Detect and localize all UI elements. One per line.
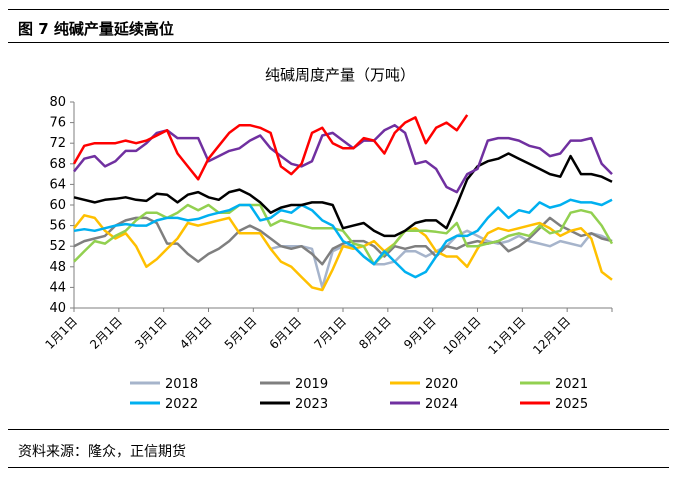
y-tick-label: 48 <box>49 260 66 275</box>
source-note: 资料来源：隆众，正信期货 <box>18 444 186 460</box>
x-tick-label: 4月1日 <box>177 314 215 352</box>
x-tick-label: 7月1日 <box>311 314 349 352</box>
y-tick-label: 64 <box>49 177 66 192</box>
x-tick-label: 10月1日 <box>441 314 484 357</box>
y-tick-label: 44 <box>49 280 66 295</box>
legend-item-2020: 2020 <box>390 377 458 392</box>
figure-label: 图 7 纯碱产量延续高位 <box>18 20 174 38</box>
legend-label: 2024 <box>425 397 458 412</box>
x-tick-label: 6月1日 <box>267 314 305 352</box>
y-tick-label: 68 <box>49 157 66 172</box>
y-tick-label: 60 <box>49 198 66 213</box>
legend-item-2024: 2024 <box>390 397 458 412</box>
legend-label: 2025 <box>555 397 588 412</box>
x-tick-label: 5月1日 <box>222 314 260 352</box>
legend-item-2025: 2025 <box>520 397 588 412</box>
y-tick-label: 72 <box>49 136 66 151</box>
y-tick-label: 52 <box>49 239 66 254</box>
x-tick-label: 3月1日 <box>132 314 170 352</box>
legend-label: 2023 <box>295 397 328 412</box>
x-tick-label: 9月1日 <box>401 314 439 352</box>
legend-item-2018: 2018 <box>130 377 198 392</box>
x-tick-label: 11月1日 <box>485 314 528 357</box>
x-tick-label: 12月1日 <box>530 314 573 357</box>
x-tick-label: 8月1日 <box>356 314 394 352</box>
legend-item-2019: 2019 <box>260 377 328 392</box>
y-tick-label: 76 <box>49 116 66 131</box>
header-rule <box>8 42 669 43</box>
x-tick-label: 1月1日 <box>42 314 80 352</box>
legend-item-2022: 2022 <box>130 397 198 412</box>
bottom-rule <box>8 467 669 468</box>
series-line-2022 <box>73 198 613 279</box>
series-line-2018 <box>270 229 613 289</box>
series-line-2019 <box>73 216 613 266</box>
y-tick-label: 56 <box>49 219 66 234</box>
legend-label: 2022 <box>165 397 198 412</box>
legend-label: 2020 <box>425 377 458 392</box>
y-tick-label: 40 <box>49 301 66 316</box>
series-line-2021 <box>73 203 614 266</box>
footer-rule <box>8 429 669 430</box>
series-line-2023 <box>73 152 613 238</box>
chart-title: 纯碱周度产量（万吨） <box>265 66 415 84</box>
legend-label: 2018 <box>165 377 198 392</box>
x-tick-label: 2月1日 <box>87 314 125 352</box>
series-line-2025 <box>72 114 469 181</box>
legend-item-2023: 2023 <box>260 397 328 412</box>
legend-label: 2019 <box>295 377 328 392</box>
top-rule <box>8 9 669 10</box>
legend-item-2021: 2021 <box>520 377 588 392</box>
legend-label: 2021 <box>555 377 588 392</box>
series-line-2020 <box>73 214 613 292</box>
y-tick-label: 80 <box>49 95 66 110</box>
